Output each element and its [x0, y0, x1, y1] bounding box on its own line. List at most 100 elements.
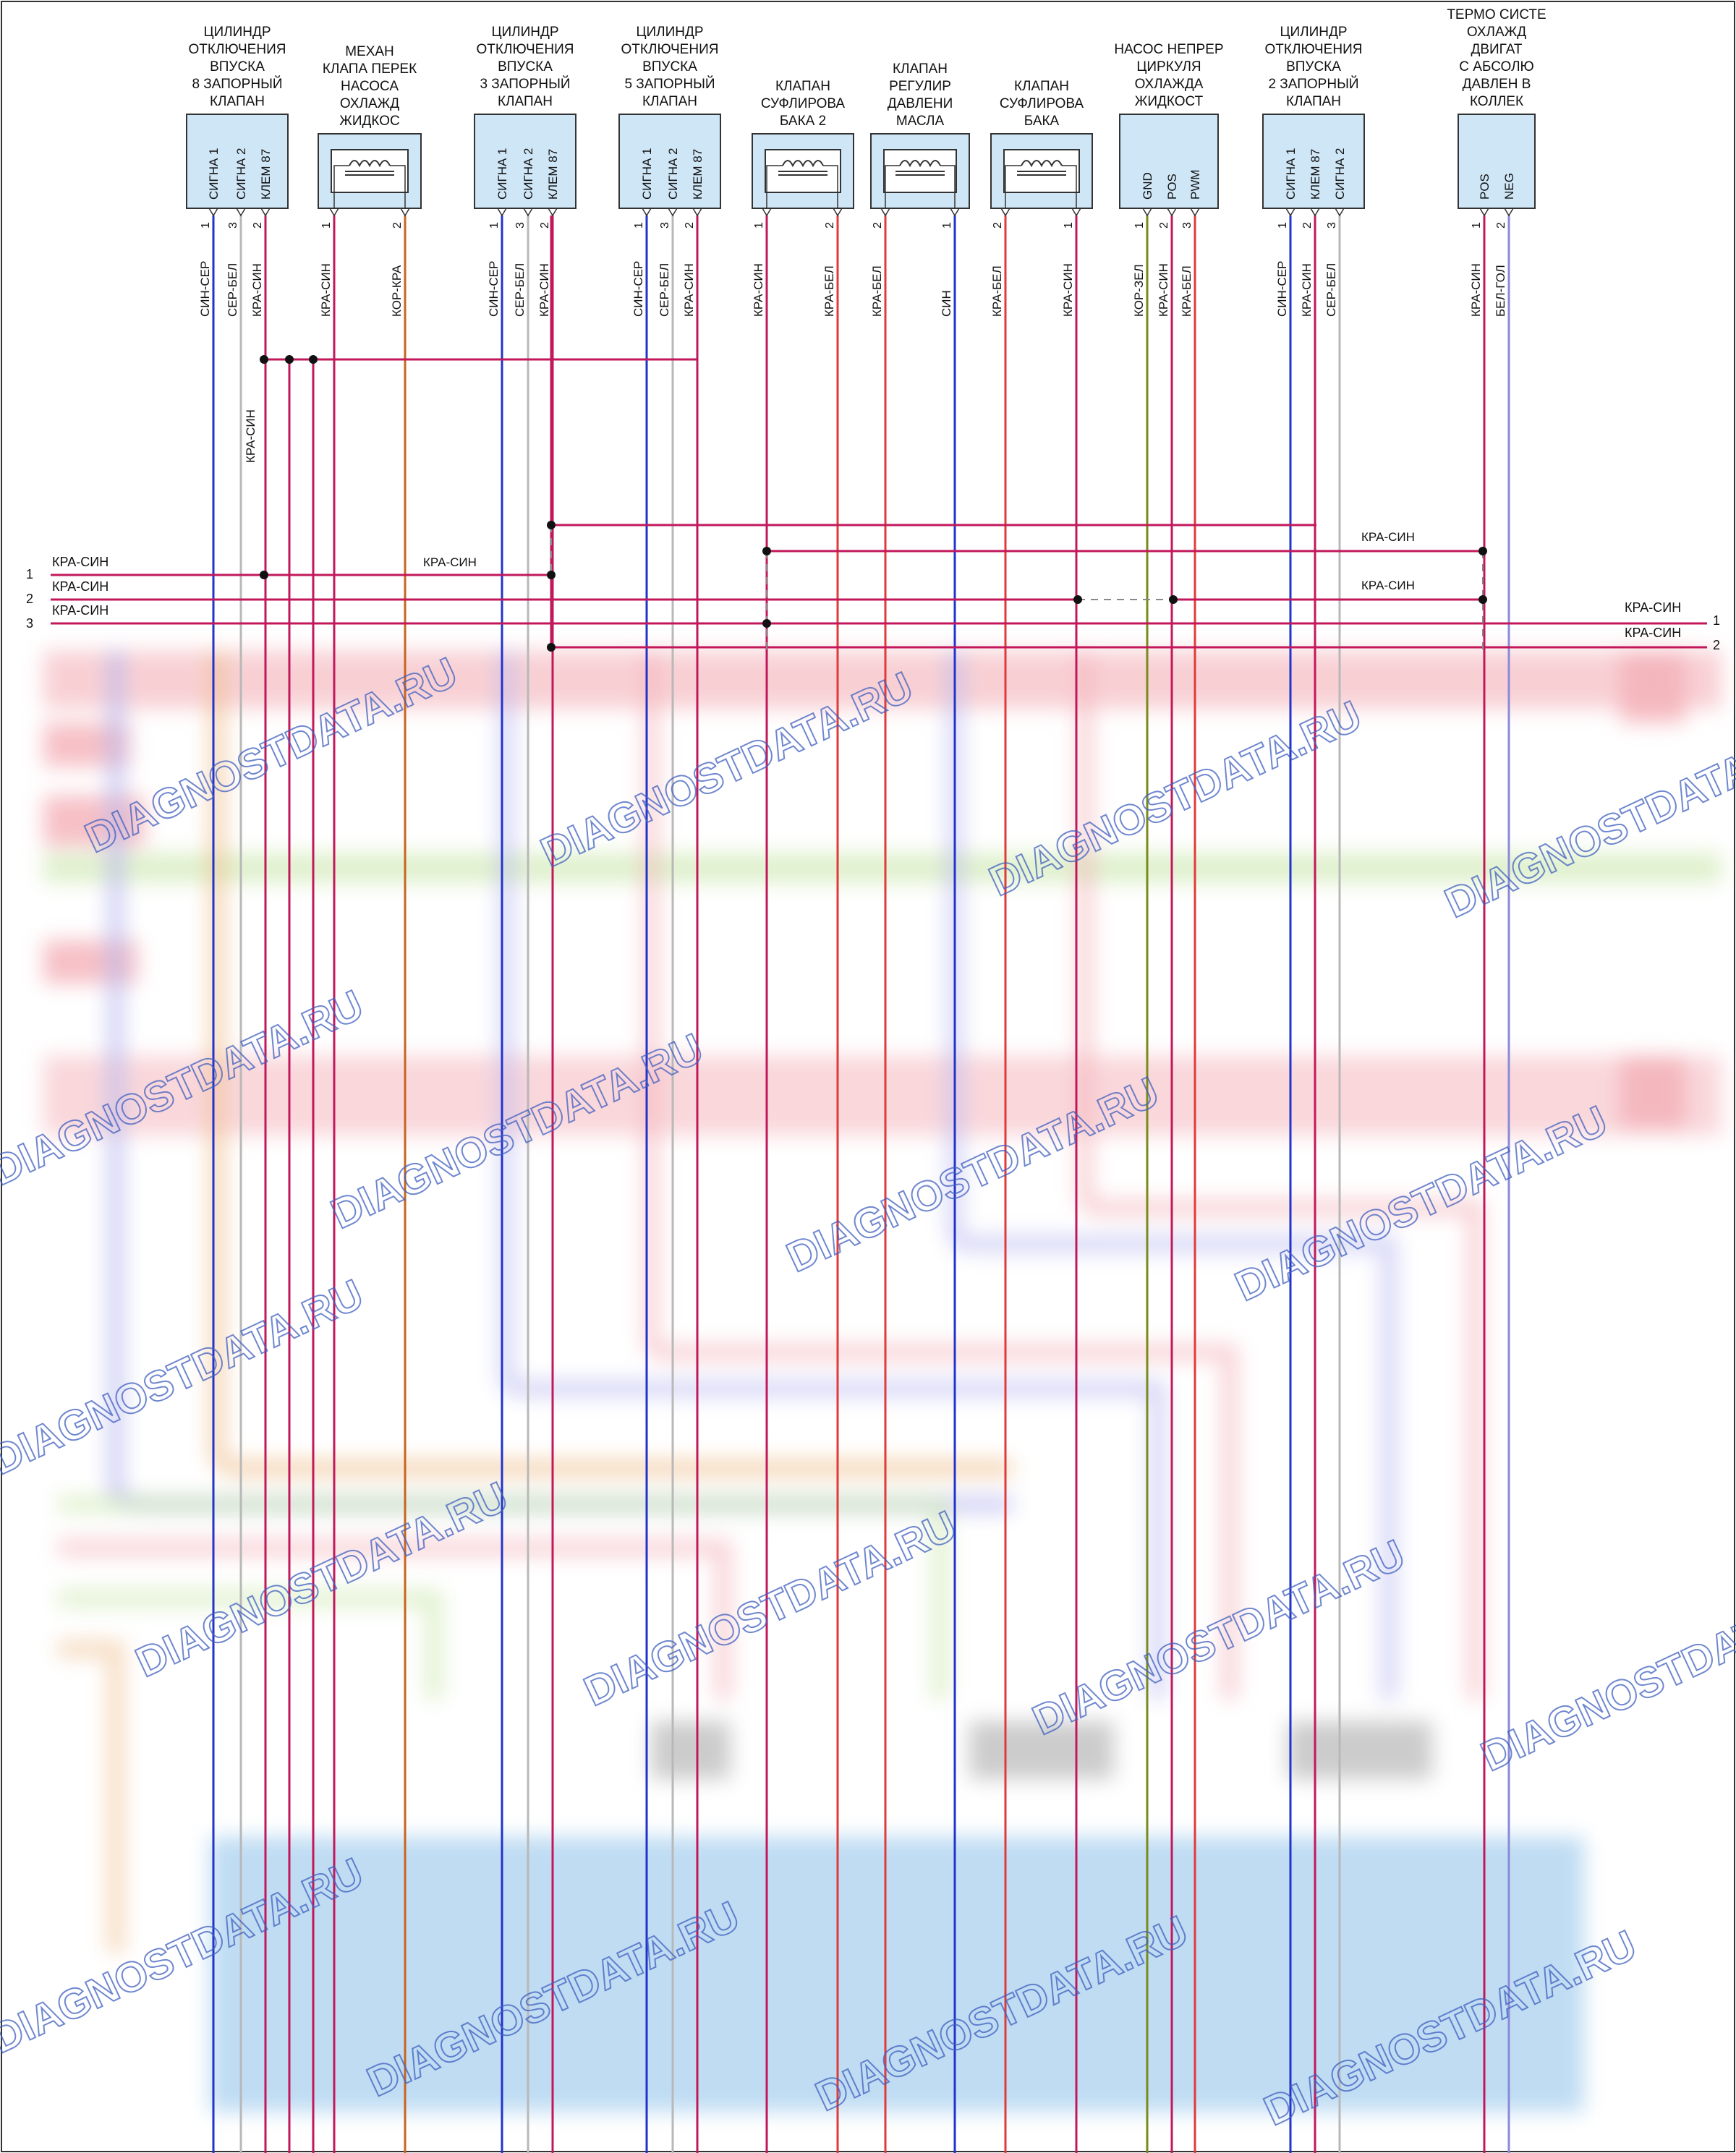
junction-dot — [1478, 595, 1487, 604]
component-title-line: ТЕРМО СИСТЕ — [1447, 7, 1546, 22]
component-box — [1262, 114, 1365, 209]
component-title-line: НАСОСА — [341, 79, 399, 94]
component-box — [1458, 114, 1536, 209]
pin-number: 1 — [633, 222, 645, 229]
component-title-line: ДАВЛЕНИ — [888, 96, 953, 111]
component-title-line: НАСОС НЕПРЕР — [1114, 42, 1223, 57]
left-row-num-3: 3 — [26, 616, 33, 631]
pin-connector-icon — [692, 208, 702, 217]
component-title-line: ВПУСКА — [210, 59, 265, 74]
component-title-line: ОХЛАЖД — [1467, 25, 1526, 40]
pin-number: 1 — [1471, 222, 1483, 229]
component-box — [186, 114, 289, 209]
wire-label: КОР-КРА — [390, 265, 404, 317]
coil-lead-icon — [1062, 165, 1077, 208]
coil-lead-icon — [885, 165, 900, 208]
wire-label: КРА-СИН — [537, 263, 551, 317]
component-c9: ЦИЛИНДР ОТКЛЮЧЕНИЯ ВПУСКА 2 ЗАПОРНЫЙ КЛАПАН С… — [1262, 25, 1365, 317]
component-box — [618, 114, 721, 209]
wire-label: КОР-ЗЕЛ — [1132, 264, 1146, 317]
left-row-label-3: КРА-СИН — [52, 603, 109, 618]
component-title-line: ОХЛАЖДА — [1135, 77, 1204, 92]
component-title-line: ДАВЛЕН В — [1463, 77, 1531, 92]
left-row-num-1: 1 — [26, 567, 33, 581]
wire-label: СИН — [940, 290, 953, 317]
coil-lead-icon — [940, 165, 956, 208]
component-title-line: БАКА — [1024, 114, 1060, 129]
left-row-label-2: КРА-СИН — [52, 579, 109, 594]
wire-label: КРА-БЕЛ — [870, 265, 884, 317]
pin-number: 1 — [200, 222, 212, 229]
component-title-line: МЕХАН — [345, 44, 394, 59]
pin-label: КЛЕМ 87 — [691, 149, 705, 200]
component-title-line: БАКА 2 — [780, 114, 826, 129]
junction-dot — [1169, 595, 1178, 604]
watermark-text: DIAGNOSTDATA.RU — [1026, 1531, 1412, 1744]
pin-label: СИГНА 1 — [1284, 148, 1298, 200]
pin-label: GND — [1141, 172, 1154, 200]
junction-dot — [762, 547, 771, 555]
component-title-line: МАСЛА — [896, 114, 945, 129]
pin-connector-icon — [950, 208, 960, 217]
bus-right-label-row1: КРА-СИН — [1361, 530, 1415, 544]
pin-connector-icon — [1167, 208, 1177, 217]
pin-number: 2 — [1301, 222, 1314, 229]
pin-number: 2 — [252, 222, 264, 229]
bus-right-label-row2: КРА-СИН — [1361, 579, 1415, 592]
wire-label: СЕР-БЕЛ — [1324, 263, 1338, 317]
junction-dot — [1478, 547, 1487, 555]
bus-mid-label: КРА-СИН — [423, 555, 477, 569]
component-title-line: ОТКЛЮЧЕНИЯ — [477, 42, 574, 57]
pin-number: 1 — [488, 222, 501, 229]
pin-number: 1 — [941, 222, 953, 229]
wire-label: СИН-СЕР — [631, 261, 645, 317]
component-c4: ЦИЛИНДР ОТКЛЮЧЕНИЯ ВПУСКА 5 ЗАПОРНЫЙ КЛАПАН С… — [618, 25, 721, 317]
component-title-line: ВПУСКА — [1286, 59, 1341, 74]
component-c8: НАСОС НЕПРЕР ЦИРКУЛЯ ОХЛАЖДА ЖИДКОСТ GND 1 КОР… — [1114, 42, 1223, 317]
wire-label: СЕР-БЕЛ — [513, 263, 527, 317]
pin-number: 3 — [514, 222, 527, 229]
wire-label: СИН-СЕР — [1275, 261, 1289, 317]
pin-number: 2 — [824, 222, 836, 229]
pin-connector-icon — [1190, 208, 1200, 217]
junctions-layer — [260, 355, 1487, 652]
wires-layer — [51, 216, 1707, 2153]
right-row-num-1: 1 — [1713, 613, 1720, 628]
pin-connector-icon — [1335, 208, 1345, 217]
pin-label: СИГНА 2 — [666, 148, 680, 200]
pin-connector-icon — [497, 208, 507, 217]
component-c10: ТЕРМО СИСТЕ ОХЛАЖД ДВИГАТ С АБСОЛЮ ДАВЛЕН В К… — [1447, 7, 1546, 317]
component-c3: ЦИЛИНДР ОТКЛЮЧЕНИЯ ВПУСКА 3 ЗАПОРНЫЙ КЛАПАН С… — [474, 25, 576, 317]
component-title-line: ЦИРКУЛЯ — [1136, 59, 1201, 74]
watermark-text: DIAGNOSTDATA.RU — [577, 1502, 963, 1715]
component-box — [1119, 114, 1219, 209]
pin-label: СИГНА 1 — [207, 148, 221, 200]
pin-number: 2 — [1158, 222, 1170, 229]
coil-winding-icon — [899, 160, 941, 168]
pin-number: 3 — [1326, 222, 1338, 229]
wire-label: КРА-СИН — [752, 263, 765, 317]
left-row-num-2: 2 — [26, 592, 33, 606]
component-title-line: ОТКЛЮЧЕНИЯ — [189, 42, 286, 57]
pin-number: 3 — [227, 222, 239, 229]
component-c5: КЛАПАН СУФЛИРОВА БАКА 2 1 КРА-СИН 2 КРА-БЕЛ — [752, 79, 854, 317]
coil-winding-icon — [1021, 160, 1063, 168]
pin-connector-icon — [642, 208, 652, 217]
component-title-line: КЛАПАН — [775, 79, 830, 94]
component-c6: КЛАПАН РЕГУЛИР ДАВЛЕНИ МАСЛА 2 КРА-БЕЛ 1 СИН — [870, 61, 970, 317]
watermark-text: DIAGNOSTDATA.RU — [1438, 714, 1736, 927]
pin-connector-icon — [833, 208, 843, 217]
component-c7: КЛАПАН СУФЛИРОВА БАКА 2 КРА-БЕЛ 1 КРА-СИН — [990, 79, 1093, 317]
pin-number: 1 — [1133, 222, 1146, 229]
component-title-line: ЖИДКОС — [339, 114, 399, 129]
components-layer: ЦИЛИНДР ОТКЛЮЧЕНИЯ ВПУСКА 8 ЗАПОРНЫЙ КЛАПАН С… — [186, 7, 1546, 317]
junction-dot — [260, 571, 268, 579]
pin-label: POS — [1165, 174, 1179, 200]
pin-connector-icon — [1000, 208, 1010, 217]
component-title-line: КЛАПАН — [893, 61, 948, 77]
component-title-line: 5 ЗАПОРНЫЙ — [624, 76, 715, 92]
pin-label: СИГНА 2 — [522, 148, 535, 200]
component-title-line: КЛАПАН — [210, 94, 265, 109]
pin-number: 1 — [753, 222, 765, 229]
